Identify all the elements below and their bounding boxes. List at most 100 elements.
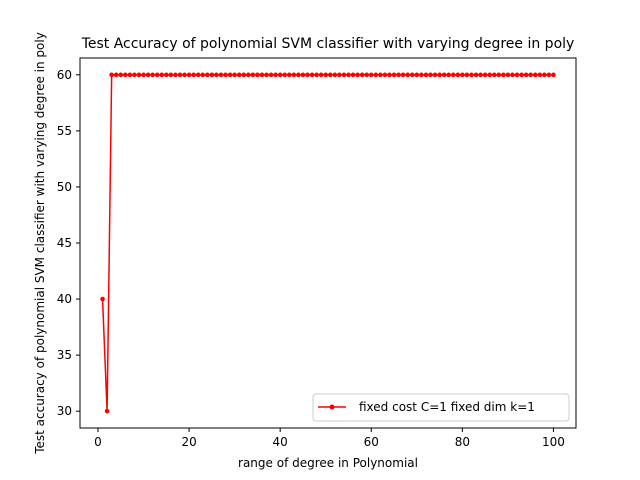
data-point [268, 72, 274, 78]
data-point [164, 72, 169, 78]
data-point [496, 72, 502, 78]
data-point [205, 72, 210, 78]
data-point [123, 72, 128, 78]
data-point [154, 72, 160, 78]
data-point [145, 72, 151, 78]
data-point [400, 72, 406, 78]
data-point [528, 72, 533, 78]
data-point [195, 72, 201, 78]
data-point [364, 72, 370, 78]
data-point [482, 72, 488, 78]
data-point [173, 72, 178, 78]
data-point [109, 72, 114, 78]
data-point [460, 72, 465, 78]
data-point [291, 72, 297, 78]
data-point [255, 72, 260, 78]
data-point [396, 72, 401, 78]
legend-box [312, 393, 570, 422]
data-point [382, 72, 388, 78]
data-point [446, 72, 451, 78]
data-point [505, 72, 511, 78]
data-point [159, 72, 165, 78]
data-point [277, 72, 283, 78]
y-tick-label: 55 [57, 124, 72, 138]
data-point [273, 72, 278, 78]
plot-frame [79, 57, 577, 429]
series-layer [100, 72, 556, 414]
data-point [104, 408, 110, 414]
chart-title: Test Accuracy of polynomial SVM classifi… [81, 36, 575, 52]
data-point [546, 72, 552, 78]
data-point [214, 72, 219, 78]
data-point [437, 72, 442, 78]
data-point [373, 72, 379, 78]
data-point [359, 72, 365, 78]
plot-area [80, 58, 576, 428]
data-point [387, 72, 392, 78]
data-point [150, 72, 155, 78]
data-point [510, 72, 515, 78]
data-point [532, 72, 538, 78]
legend-label: fixed cost C=1 fixed dim k=1 [359, 400, 535, 414]
data-point [286, 72, 292, 78]
data-point [341, 72, 347, 78]
data-point [514, 72, 520, 78]
y-tick-label: 50 [57, 180, 72, 194]
data-point [218, 72, 224, 78]
y-tick-label: 40 [57, 292, 72, 306]
x-axis-label: range of degree in Polynomial [238, 456, 418, 470]
data-point [441, 72, 447, 78]
data-point [423, 72, 429, 78]
x-tick-label: 40 [273, 435, 288, 449]
y-tick-label: 45 [57, 236, 72, 250]
data-point [455, 72, 461, 78]
data-point [259, 72, 265, 78]
y-axis-ticks: 30 35 40 45 50 55 60 [57, 68, 80, 418]
data-point [419, 72, 424, 78]
data-point [478, 72, 483, 78]
data-point [186, 72, 192, 78]
data-point [177, 72, 183, 78]
data-point [391, 72, 397, 78]
data-point [127, 72, 133, 78]
data-point [100, 296, 105, 302]
x-tick-label: 0 [94, 435, 102, 449]
data-point [182, 72, 187, 78]
data-point [241, 72, 247, 78]
legend: fixed cost C=1 fixed dim k=1 [312, 393, 570, 422]
data-point [223, 72, 228, 78]
data-point [368, 72, 374, 78]
legend-marker-swatch [329, 404, 335, 410]
data-point [519, 72, 524, 78]
data-point [551, 72, 556, 78]
data-point [487, 72, 492, 78]
data-point [537, 72, 543, 78]
data-point [473, 72, 479, 78]
data-point [332, 72, 338, 78]
data-point [191, 72, 196, 78]
data-point [250, 72, 256, 78]
data-point [314, 72, 319, 78]
x-tick-label: 100 [542, 435, 565, 449]
data-point [132, 72, 137, 78]
data-point [305, 72, 310, 78]
data-point [227, 72, 233, 78]
data-point [141, 72, 146, 78]
data-point [113, 72, 119, 78]
data-point [355, 72, 360, 78]
data-point [350, 72, 356, 78]
data-point [469, 72, 474, 78]
data-point [264, 72, 269, 78]
data-point [236, 72, 242, 78]
x-tick-label: 20 [181, 435, 196, 449]
data-point [409, 72, 415, 78]
data-point [450, 72, 456, 78]
data-point [168, 72, 174, 78]
data-point [245, 72, 251, 78]
data-point [282, 72, 288, 78]
data-point [428, 72, 433, 78]
data-point [318, 72, 324, 78]
data-point [296, 72, 301, 78]
y-tick-label: 30 [57, 404, 72, 418]
data-point [414, 72, 420, 78]
